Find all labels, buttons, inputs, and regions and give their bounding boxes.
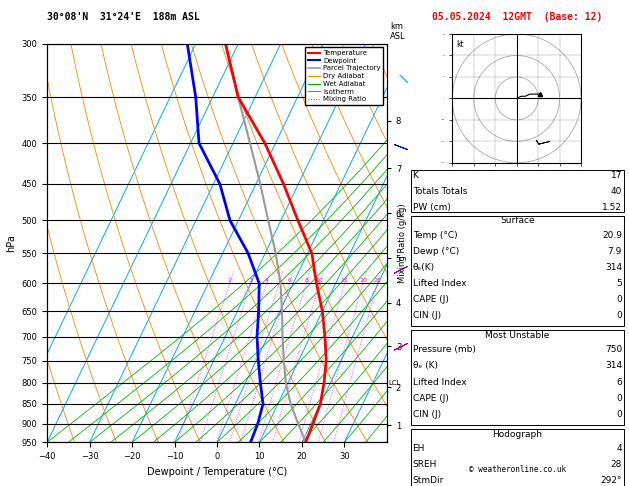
Text: Hodograph: Hodograph — [493, 430, 542, 438]
Text: θₑ(K): θₑ(K) — [413, 263, 435, 272]
Text: Mixing Ratio (g/kg): Mixing Ratio (g/kg) — [398, 203, 407, 283]
Text: 15: 15 — [341, 278, 348, 283]
Text: 20: 20 — [359, 278, 367, 283]
Text: Totals Totals: Totals Totals — [413, 187, 467, 196]
Text: 20.9: 20.9 — [602, 231, 622, 240]
Text: 4: 4 — [616, 444, 622, 453]
Text: CIN (J): CIN (J) — [413, 311, 441, 320]
Text: Dewp (°C): Dewp (°C) — [413, 247, 459, 256]
Text: Most Unstable: Most Unstable — [485, 331, 550, 340]
Text: CIN (J): CIN (J) — [413, 410, 441, 418]
Text: 0: 0 — [616, 394, 622, 402]
Text: CAPE (J): CAPE (J) — [413, 394, 448, 402]
Text: CAPE (J): CAPE (J) — [413, 295, 448, 304]
Legend: Temperature, Dewpoint, Parcel Trajectory, Dry Adiabat, Wet Adiabat, Isotherm, Mi: Temperature, Dewpoint, Parcel Trajectory… — [305, 47, 383, 105]
Text: Temp (°C): Temp (°C) — [413, 231, 457, 240]
Text: EH: EH — [413, 444, 425, 453]
Text: 6: 6 — [616, 378, 622, 386]
Text: SREH: SREH — [413, 460, 437, 469]
Text: StmDir: StmDir — [413, 476, 444, 485]
Text: 2: 2 — [228, 278, 231, 283]
Text: © weatheronline.co.uk: © weatheronline.co.uk — [469, 465, 566, 474]
Text: 0: 0 — [616, 311, 622, 320]
Text: 1.52: 1.52 — [602, 203, 622, 212]
Text: 25: 25 — [374, 278, 381, 283]
Text: 4: 4 — [265, 278, 269, 283]
Text: 750: 750 — [605, 346, 622, 354]
Text: 6: 6 — [287, 278, 291, 283]
Text: K: K — [413, 171, 418, 180]
Text: θₑ (K): θₑ (K) — [413, 362, 438, 370]
Text: Pressure (mb): Pressure (mb) — [413, 346, 476, 354]
Text: 314: 314 — [605, 362, 622, 370]
Text: 5: 5 — [616, 279, 622, 288]
Text: 05.05.2024  12GMT  (Base: 12): 05.05.2024 12GMT (Base: 12) — [431, 12, 602, 22]
Text: 30°08'N  31°24'E  188m ASL: 30°08'N 31°24'E 188m ASL — [47, 12, 200, 22]
X-axis label: Dewpoint / Temperature (°C): Dewpoint / Temperature (°C) — [147, 467, 287, 477]
Text: 10: 10 — [316, 278, 323, 283]
Text: 40: 40 — [611, 187, 622, 196]
Text: Surface: Surface — [500, 216, 535, 225]
Text: 8: 8 — [304, 278, 308, 283]
Text: kt: kt — [457, 40, 464, 50]
Text: 17: 17 — [611, 171, 622, 180]
Text: 28: 28 — [611, 460, 622, 469]
Text: Lifted Index: Lifted Index — [413, 279, 466, 288]
Text: 3: 3 — [249, 278, 253, 283]
Text: 7.9: 7.9 — [608, 247, 622, 256]
Text: 5: 5 — [277, 278, 281, 283]
Text: 292°: 292° — [601, 476, 622, 485]
Text: 0: 0 — [616, 410, 622, 418]
Text: Lifted Index: Lifted Index — [413, 378, 466, 386]
Text: PW (cm): PW (cm) — [413, 203, 450, 212]
Text: 0: 0 — [616, 295, 622, 304]
Text: LCL: LCL — [388, 380, 401, 386]
Text: 314: 314 — [605, 263, 622, 272]
Text: km
ASL: km ASL — [390, 22, 406, 41]
Y-axis label: hPa: hPa — [6, 234, 16, 252]
